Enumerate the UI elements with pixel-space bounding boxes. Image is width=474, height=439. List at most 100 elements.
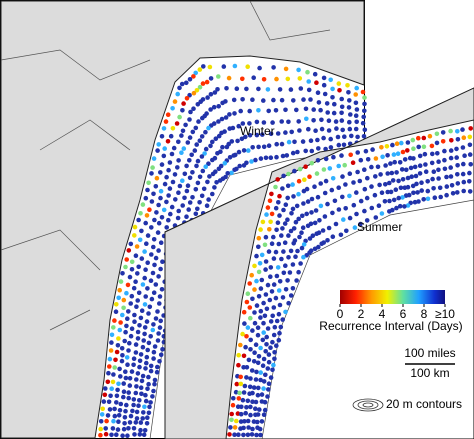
dot bbox=[136, 290, 142, 296]
dot bbox=[184, 188, 190, 194]
dot bbox=[197, 200, 202, 205]
dot bbox=[271, 234, 276, 240]
dot bbox=[154, 210, 159, 215]
dot bbox=[316, 100, 322, 105]
dot bbox=[273, 205, 279, 211]
dot bbox=[140, 202, 146, 207]
dot bbox=[341, 217, 346, 222]
dot bbox=[220, 100, 225, 106]
dot bbox=[262, 242, 268, 248]
dot bbox=[118, 401, 124, 407]
dot bbox=[455, 137, 461, 142]
dot bbox=[343, 206, 349, 211]
dot bbox=[332, 198, 338, 204]
dot bbox=[194, 142, 199, 147]
dot bbox=[221, 64, 227, 69]
dot bbox=[258, 315, 263, 320]
dot bbox=[210, 191, 215, 197]
dot bbox=[268, 319, 274, 324]
dot bbox=[240, 97, 245, 102]
dot bbox=[137, 237, 143, 243]
dot bbox=[250, 328, 255, 333]
dot bbox=[382, 199, 388, 204]
dot bbox=[263, 349, 269, 354]
dot bbox=[272, 356, 277, 362]
dot bbox=[454, 155, 460, 160]
dot bbox=[134, 416, 140, 421]
dot bbox=[261, 98, 266, 103]
dot bbox=[216, 74, 221, 79]
dot bbox=[143, 294, 148, 299]
dot bbox=[448, 128, 453, 134]
dot bbox=[184, 96, 190, 101]
dot bbox=[256, 354, 262, 359]
dot bbox=[286, 233, 291, 238]
dot bbox=[434, 140, 440, 146]
dot bbox=[108, 348, 114, 353]
dot bbox=[169, 204, 175, 210]
dot bbox=[210, 157, 215, 163]
dot bbox=[138, 385, 144, 391]
dot bbox=[412, 164, 418, 170]
dot bbox=[264, 342, 269, 347]
dot bbox=[275, 265, 281, 270]
dot bbox=[212, 185, 217, 190]
dot bbox=[125, 282, 131, 288]
dot bbox=[392, 159, 398, 165]
dot bbox=[230, 402, 236, 408]
dot bbox=[244, 86, 249, 92]
dot bbox=[243, 344, 248, 350]
dot bbox=[155, 230, 161, 235]
dot bbox=[288, 248, 294, 254]
dot bbox=[174, 121, 180, 126]
dot bbox=[332, 101, 337, 107]
dot bbox=[280, 317, 286, 322]
dot bbox=[193, 211, 199, 217]
dot bbox=[407, 155, 413, 161]
dot bbox=[467, 179, 472, 184]
dot bbox=[188, 109, 193, 115]
dot bbox=[294, 107, 299, 113]
dot bbox=[305, 223, 311, 229]
dot bbox=[304, 211, 310, 217]
dot bbox=[201, 186, 207, 192]
dot bbox=[237, 390, 242, 396]
dot bbox=[242, 321, 247, 326]
dot bbox=[312, 220, 318, 226]
dot bbox=[151, 237, 157, 242]
dot bbox=[151, 388, 156, 394]
dot bbox=[106, 399, 112, 405]
dot bbox=[331, 110, 337, 116]
dot bbox=[176, 139, 181, 145]
dot bbox=[431, 169, 437, 174]
dot bbox=[137, 398, 142, 403]
dot bbox=[277, 279, 283, 284]
dot bbox=[229, 411, 234, 417]
dot bbox=[387, 209, 392, 214]
dot bbox=[296, 216, 302, 222]
dot bbox=[293, 219, 299, 225]
dot bbox=[336, 142, 342, 148]
dot bbox=[347, 171, 353, 176]
dot bbox=[319, 126, 325, 132]
land bbox=[0, 0, 365, 439]
dot bbox=[391, 197, 397, 203]
colorbar bbox=[340, 290, 445, 304]
dot bbox=[229, 170, 234, 176]
dot bbox=[146, 374, 151, 380]
dot bbox=[357, 178, 363, 184]
dot bbox=[427, 133, 433, 139]
dot bbox=[190, 195, 195, 200]
dot bbox=[393, 187, 399, 192]
dot bbox=[162, 181, 168, 187]
dot bbox=[107, 364, 112, 369]
dot bbox=[341, 142, 347, 148]
dot bbox=[362, 101, 367, 107]
contour-icon bbox=[352, 398, 384, 412]
dot bbox=[163, 119, 169, 124]
dot bbox=[326, 128, 332, 133]
dot bbox=[399, 140, 404, 146]
dot bbox=[301, 97, 306, 102]
dot bbox=[358, 221, 363, 227]
dot bbox=[182, 195, 187, 201]
